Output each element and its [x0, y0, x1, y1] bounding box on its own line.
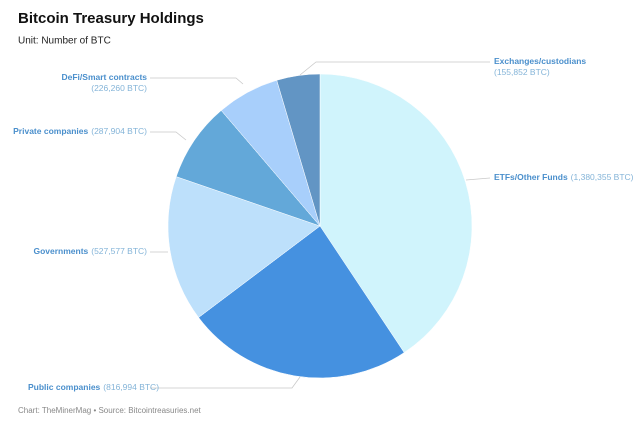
slice-value: (527,577 BTC) [91, 246, 147, 256]
leader-line [465, 177, 491, 181]
slice-value: (287,904 BTC) [91, 126, 147, 136]
chart-subtitle: Unit: Number of BTC [18, 36, 111, 47]
pie-slice [198, 225, 405, 379]
leader-line [150, 131, 187, 141]
slice-label: DeFi/Smart contracts (226,260 BTC) [62, 72, 148, 93]
pie-slice [276, 73, 321, 227]
slice-label: ETFs/Other Funds (1,380,355 BTC) [494, 172, 634, 182]
slice-value: (1,380,355 BTC) [571, 172, 634, 182]
slice-label: Public companies (816,994 BTC) [28, 382, 159, 392]
leader-line [150, 376, 301, 389]
slice-label: Private companies (287,904 BTC) [13, 126, 147, 136]
slice-name: Exchanges/custodians [494, 56, 586, 66]
slice-name: Private companies [13, 126, 88, 136]
slice-name: ETFs/Other Funds [494, 172, 568, 182]
pie-slice [167, 176, 321, 318]
slice-value: (816,994 BTC) [103, 382, 159, 392]
slice-value: (226,260 BTC) [91, 83, 147, 93]
leader-line [150, 77, 244, 85]
chart-source: Chart: TheMinerMag • Source: Bitcointrea… [18, 406, 202, 415]
slice-label: Exchanges/custodians (155,852 BTC) [494, 56, 586, 77]
leader-line [299, 61, 490, 76]
slice-name: Public companies [28, 382, 101, 392]
slice-name: Governments [33, 246, 88, 256]
chart-title: Bitcoin Treasury Holdings [18, 10, 204, 27]
slice-value: (155,852 BTC) [494, 67, 550, 77]
slice-label: Governments (527,577 BTC) [33, 246, 147, 256]
slice-name: DeFi/Smart contracts [62, 72, 148, 82]
